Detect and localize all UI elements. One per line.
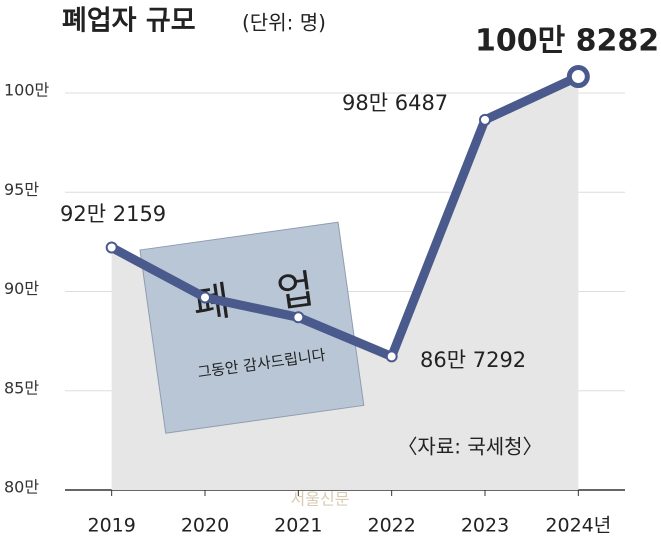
value-label: 86만 7292 xyxy=(420,348,526,372)
x-tick-label: 2020 xyxy=(181,515,229,537)
sign-paper xyxy=(139,221,365,434)
y-tick-label: 100만 xyxy=(4,81,50,100)
x-tick-label: 2024년 xyxy=(545,515,611,537)
y-tick-label: 90만 xyxy=(4,279,39,298)
marks: 92만 2159 86만 7292 98만 6487 100만 8282 xyxy=(60,24,659,373)
source: 〈자료: 국세청〉 xyxy=(397,435,542,459)
point xyxy=(292,311,305,324)
value-label: 100만 8282 xyxy=(475,24,659,59)
closure-sign-image: 폐 업 그동안 감사드립니다 xyxy=(139,221,365,434)
x-tick-label: 2021 xyxy=(274,515,322,537)
line xyxy=(107,72,583,361)
y-tick-label: 85만 xyxy=(4,378,39,397)
point xyxy=(479,113,491,126)
value-label: 92만 2159 xyxy=(60,202,166,226)
x-tick-label: 2023 xyxy=(461,515,509,537)
x-tick-label: 2022 xyxy=(367,515,415,537)
y-tick-label: 80만 xyxy=(4,478,39,497)
point xyxy=(385,350,398,363)
sign-text: 업 xyxy=(274,266,317,317)
point xyxy=(566,65,590,89)
chart-subtitle: (단위: 명) xyxy=(242,11,326,35)
y-tick-label: 95만 xyxy=(4,180,39,199)
point xyxy=(105,241,118,254)
x-tick-label: 2019 xyxy=(87,515,135,537)
watermark: 서울신문 xyxy=(291,490,350,509)
value-label: 98만 6487 xyxy=(342,91,448,115)
point xyxy=(199,291,211,304)
chart-title: 폐업자 규모 xyxy=(62,6,196,37)
